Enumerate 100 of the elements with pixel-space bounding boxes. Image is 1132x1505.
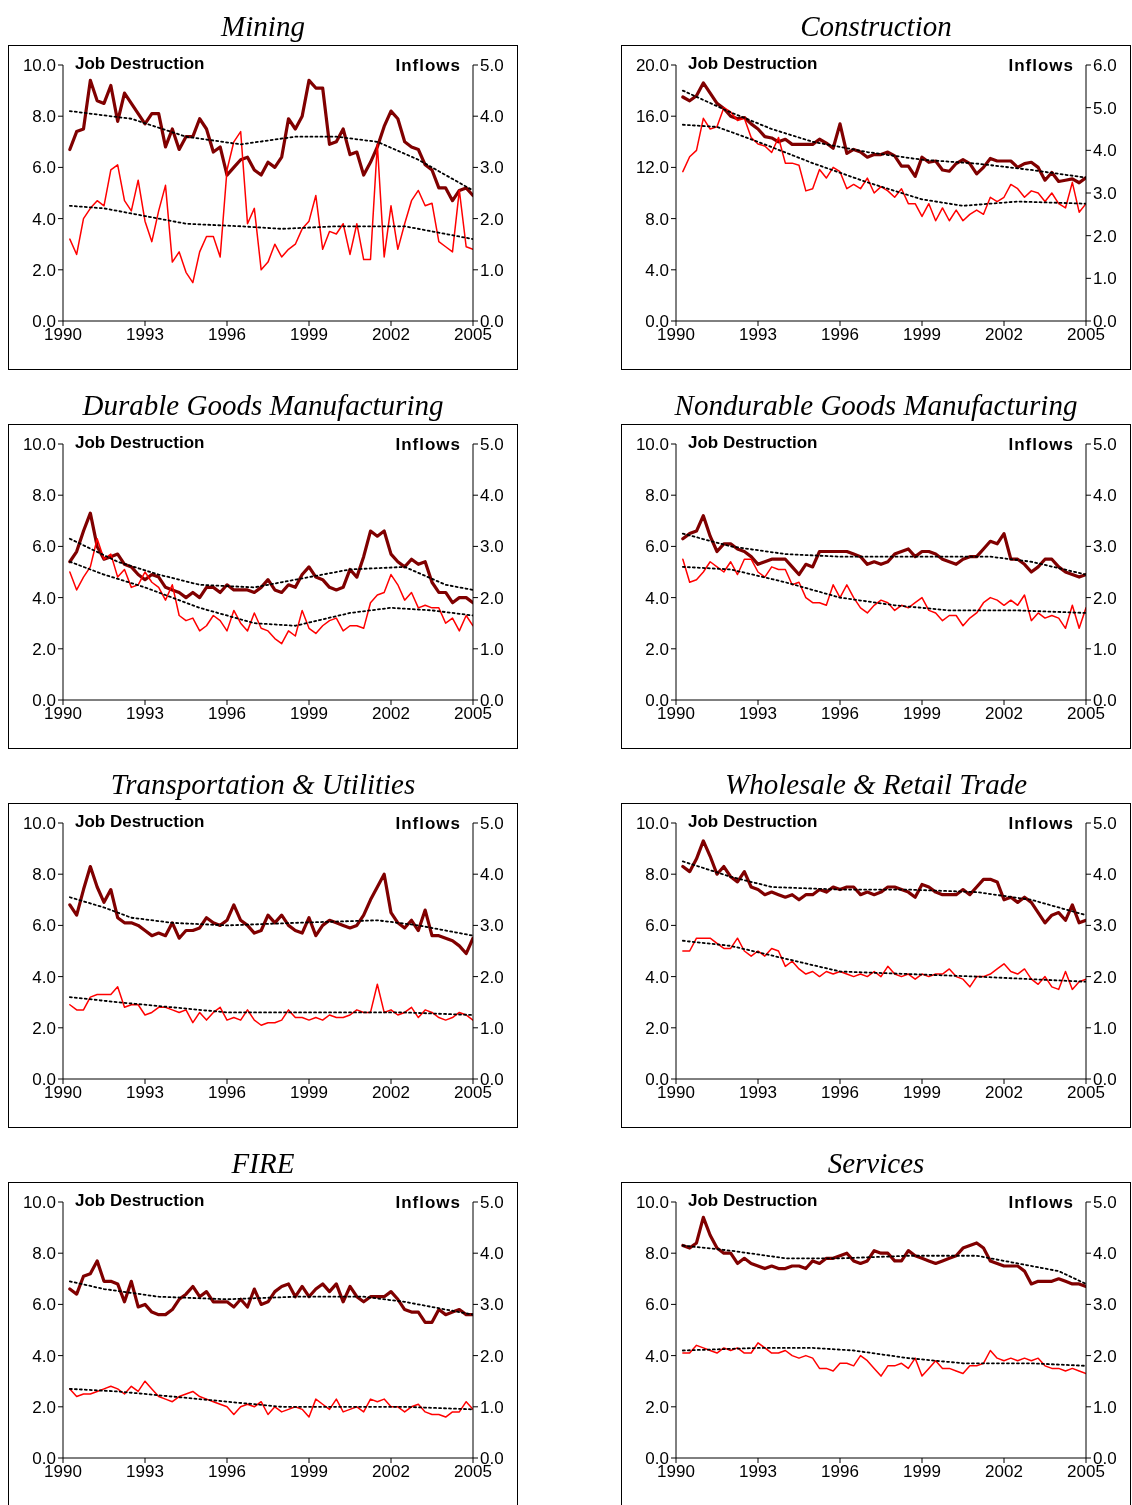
y-tick-label: 6.0 — [32, 916, 56, 936]
y-tick-label: 6.0 — [645, 916, 669, 936]
y-tick-label: 8.0 — [32, 1244, 56, 1264]
y2-tick-label: 1.0 — [480, 1397, 504, 1417]
line-series — [68, 560, 473, 627]
y2-tick-label: 5.0 — [1093, 814, 1117, 834]
y2-axis-title: Inflows — [1008, 814, 1074, 834]
y2-tick-label: 4.0 — [1093, 486, 1117, 506]
y-tick-label: 6.0 — [32, 537, 56, 557]
x-tick-label: 2002 — [372, 325, 410, 345]
y2-tick-label: 1.0 — [480, 1018, 504, 1038]
y2-tick-label: 2.0 — [480, 209, 504, 229]
y-axis-title: Job Destruction — [75, 1191, 205, 1211]
x-tick-label: 2002 — [985, 325, 1023, 345]
x-tick-label: 1993 — [126, 325, 164, 345]
x-tick-label: 1996 — [821, 325, 859, 345]
y-tick-label: 8.0 — [645, 1244, 669, 1264]
y2-tick-label: 5.0 — [1093, 435, 1117, 455]
y-tick-label: 16.0 — [635, 107, 669, 127]
line-series — [69, 537, 473, 645]
y2-tick-label: 3.0 — [480, 158, 504, 178]
y-tick-label: 2.0 — [645, 1018, 669, 1038]
x-tick-label: 1993 — [126, 1083, 164, 1103]
y-tick-label: 2.0 — [645, 639, 669, 659]
y2-tick-label: 4.0 — [1093, 865, 1117, 885]
y2-tick-label: 3.0 — [480, 1295, 504, 1315]
y-tick-label: 2.0 — [32, 1397, 56, 1417]
y-tick-label: 10.0 — [22, 435, 56, 455]
y2-axis-title: Inflows — [1008, 56, 1074, 76]
x-tick-label: 1999 — [903, 325, 941, 345]
line-series — [69, 1380, 473, 1418]
chart-title: FIRE — [230, 1146, 296, 1181]
y-tick-label: 8.0 — [32, 486, 56, 506]
y2-tick-label: 2.0 — [1093, 1346, 1117, 1366]
y2-axis-title: Inflows — [395, 1193, 461, 1213]
y2-tick-label: 3.0 — [1093, 916, 1117, 936]
y2-tick-label: 2.0 — [1093, 588, 1117, 608]
y2-tick-label: 2.0 — [480, 1346, 504, 1366]
x-tick-label: 1999 — [290, 325, 328, 345]
line-series — [681, 514, 1086, 579]
x-tick-label: 1993 — [739, 1083, 777, 1103]
x-tick-label: 1999 — [290, 1083, 328, 1103]
y-tick-label: 12.0 — [635, 158, 669, 178]
y-axis-title: Job Destruction — [688, 812, 818, 832]
x-tick-label: 2002 — [985, 1083, 1023, 1103]
y-axis-title: Job Destruction — [75, 54, 205, 74]
y2-tick-label: 5.0 — [480, 1193, 504, 1213]
chart-title: Durable Goods Manufacturing — [81, 388, 445, 423]
x-tick-label: 2002 — [372, 704, 410, 724]
y2-tick-label: 4.0 — [480, 107, 504, 127]
y2-tick-label: 4.0 — [1093, 1244, 1117, 1264]
line-series — [682, 937, 1086, 991]
y2-tick-label: 2.0 — [480, 967, 504, 987]
line-series — [681, 1215, 1086, 1289]
chart-title: Transportation & Utilities — [109, 767, 417, 802]
y2-axis-title: Inflows — [395, 56, 461, 76]
y2-tick-label: 1.0 — [1093, 269, 1117, 289]
y2-tick-label: 1.0 — [1093, 1397, 1117, 1417]
x-tick-label: 2002 — [985, 704, 1023, 724]
y-axis-title: Job Destruction — [688, 1191, 818, 1211]
y2-tick-label: 4.0 — [480, 1244, 504, 1264]
chart-title: Services — [826, 1146, 926, 1181]
y2-tick-label: 5.0 — [1093, 98, 1117, 118]
x-tick-label: 1993 — [739, 1462, 777, 1482]
line-series — [68, 511, 473, 605]
x-tick-label: 1999 — [290, 704, 328, 724]
x-tick-label: 1993 — [126, 1462, 164, 1482]
y-tick-label: 4.0 — [645, 1346, 669, 1366]
y2-axis-title: Inflows — [1008, 435, 1074, 455]
y2-tick-label: 4.0 — [480, 865, 504, 885]
y-axis-title: Job Destruction — [75, 812, 205, 832]
line-series — [68, 78, 473, 203]
y-tick-label: 6.0 — [645, 537, 669, 557]
x-tick-label: 1993 — [126, 704, 164, 724]
y2-axis-title: Inflows — [1008, 1193, 1074, 1213]
y-tick-label: 4.0 — [645, 260, 669, 280]
y-tick-label: 2.0 — [645, 1397, 669, 1417]
y-tick-label: 20.0 — [635, 56, 669, 76]
y-tick-label: 8.0 — [645, 486, 669, 506]
y2-tick-label: 4.0 — [1093, 141, 1117, 161]
line-series — [682, 558, 1086, 630]
y2-tick-label: 1.0 — [480, 260, 504, 280]
y-tick-label: 4.0 — [645, 967, 669, 987]
y2-axis-title: Inflows — [395, 814, 461, 834]
y-tick-label: 6.0 — [32, 158, 56, 178]
y-axis-title: Job Destruction — [75, 433, 205, 453]
y-tick-label: 6.0 — [645, 1295, 669, 1315]
line-series — [682, 106, 1086, 222]
y2-tick-label: 6.0 — [1093, 56, 1117, 76]
y2-tick-label: 1.0 — [1093, 1018, 1117, 1038]
x-tick-label: 1996 — [821, 1083, 859, 1103]
y-tick-label: 2.0 — [32, 1018, 56, 1038]
x-tick-label: 1996 — [821, 1462, 859, 1482]
y2-tick-label: 5.0 — [480, 814, 504, 834]
y2-tick-label: 3.0 — [480, 537, 504, 557]
x-tick-label: 1996 — [208, 704, 246, 724]
x-tick-label: 1993 — [739, 325, 777, 345]
x-tick-label: 1996 — [208, 1462, 246, 1482]
y2-tick-label: 3.0 — [480, 916, 504, 936]
x-tick-label: 1999 — [903, 704, 941, 724]
